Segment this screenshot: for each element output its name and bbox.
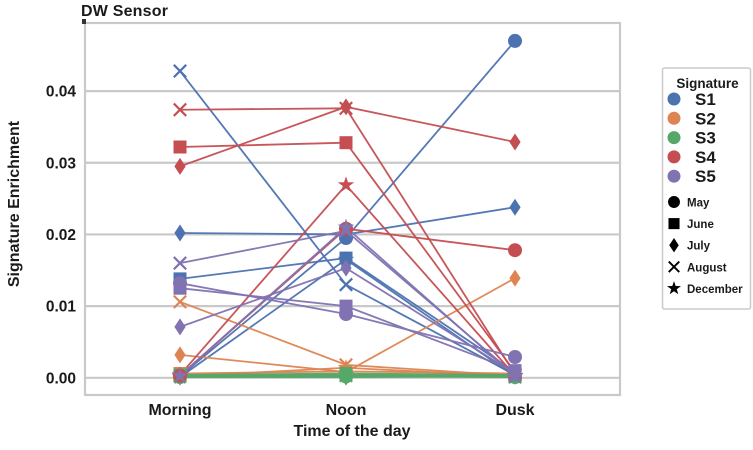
point-s1-december-noon — [337, 250, 355, 267]
legend-item-s1: S1 — [667, 90, 716, 109]
legend-item-july: July — [687, 241, 711, 253]
y-tick-label: 0.03 — [46, 155, 77, 172]
legend-month-label: August — [687, 262, 727, 274]
point-s4-august-noon — [339, 101, 353, 116]
legend-signature-label: S3 — [695, 129, 716, 148]
legend-month-label: June — [687, 219, 714, 231]
point-s5-december-morning — [171, 367, 189, 383]
y-tick-label: 0.02 — [46, 227, 76, 244]
legend-item-s3: S3 — [667, 129, 716, 148]
point-s1-august-noon — [339, 277, 353, 292]
point-s1-july-morning — [174, 224, 186, 242]
y-tick-label: 0.00 — [46, 370, 76, 387]
point-s5-may-dusk — [508, 350, 522, 365]
s1-swatch-icon — [667, 92, 681, 106]
y-axis-label: Signature Enrichment — [6, 120, 23, 288]
legend-month-label: December — [687, 284, 743, 296]
y-tick-label: 0.01 — [46, 299, 77, 316]
s2-swatch-icon — [667, 111, 681, 125]
point-s1-august-morning — [173, 64, 187, 79]
circle-icon — [668, 196, 680, 208]
legend-item-december: December — [687, 284, 743, 296]
legend-item-may: May — [687, 198, 710, 210]
series-line-s4-december — [179, 183, 516, 377]
point-s1-may-dusk — [508, 33, 522, 48]
point-s2-august-morning — [173, 294, 187, 309]
x-tick-label: Dusk — [495, 402, 534, 419]
x-tick-label: Morning — [148, 402, 211, 419]
point-s5-june-morning — [173, 281, 187, 295]
legend-month-label: May — [687, 198, 710, 210]
x-axis-label: Time of the day — [293, 423, 411, 440]
point-s5-june-noon — [339, 299, 353, 313]
point-s2-july-dusk — [509, 269, 521, 287]
s4-swatch-icon — [667, 150, 681, 164]
legend-signature-label: S1 — [695, 90, 716, 109]
point-s5-july-noon — [340, 259, 352, 277]
square-icon — [668, 218, 680, 230]
point-s5-august-morning — [173, 256, 187, 271]
point-s5-december-dusk — [506, 367, 524, 384]
legend-item-s2: S2 — [667, 109, 716, 128]
point-s3-december-noon — [337, 366, 355, 382]
axis-corner-tick — [82, 19, 86, 24]
diamond-icon — [669, 237, 679, 253]
legend-title: Signature — [676, 76, 739, 91]
point-s2-july-morning — [174, 346, 186, 364]
s3-swatch-icon — [667, 131, 681, 145]
point-s4-august-morning — [173, 102, 187, 117]
x-tick-label: Noon — [326, 402, 367, 419]
x-icon — [668, 260, 680, 273]
legend-month-label: July — [687, 241, 711, 253]
y-tick-label: 0.04 — [46, 84, 77, 101]
point-s4-december-noon — [337, 176, 355, 192]
point-s1-july-dusk — [509, 198, 521, 216]
point-s5-july-morning — [174, 318, 186, 336]
legend-signature-label: S5 — [695, 167, 716, 186]
s5-swatch-icon — [667, 169, 681, 183]
plot-border — [83, 21, 622, 397]
point-s5-december-noon — [337, 218, 355, 235]
star-icon — [667, 281, 681, 295]
legend-signature-label: S4 — [695, 148, 716, 167]
legend-box — [661, 67, 752, 310]
legend-item-june: June — [687, 219, 714, 231]
point-s4-june-noon — [339, 136, 353, 150]
point-s4-july-morning — [174, 157, 186, 175]
point-s4-june-morning — [173, 140, 187, 154]
legend-item-august: August — [687, 262, 727, 274]
legend-item-s5: S5 — [667, 167, 716, 186]
legend-signature-label: S2 — [695, 109, 716, 128]
point-s4-july-dusk — [509, 133, 521, 151]
legend-item-s4: S4 — [667, 148, 716, 167]
chart-title: DW Sensor — [81, 3, 169, 20]
point-s4-may-dusk — [508, 243, 522, 258]
